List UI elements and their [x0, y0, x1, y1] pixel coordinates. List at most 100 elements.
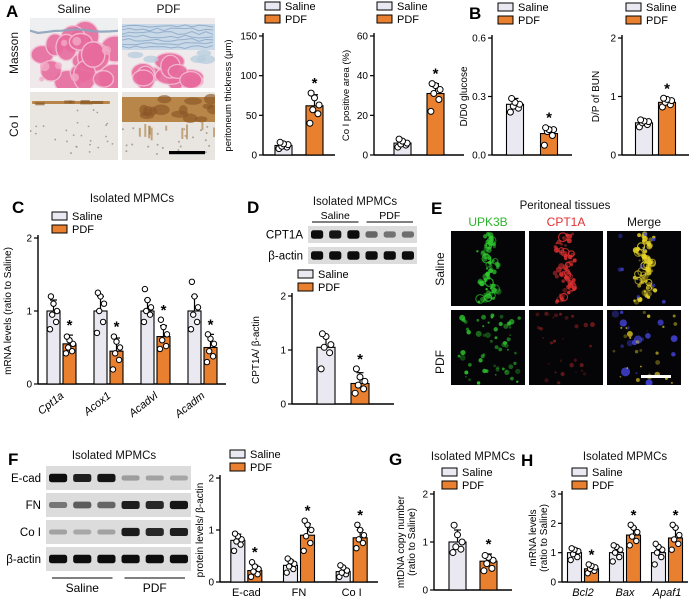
legend-label: PDF [318, 282, 340, 294]
data-point [318, 330, 326, 338]
y-tick-label: 2 [280, 292, 286, 303]
data-point [488, 564, 496, 572]
data-point [428, 80, 436, 88]
y-tick-label: 2 [422, 490, 428, 501]
y-tick-label: 1 [422, 538, 428, 549]
blot-band [121, 554, 140, 564]
data-point [250, 568, 257, 575]
legend-swatch-pdf [376, 14, 393, 24]
legend-label: Saline [592, 467, 623, 479]
x-category-label: Apaf1 [652, 587, 682, 599]
chart-svg: Isolated MPMCs 0 1 2 3 mRNA levels (ratio to S… [528, 451, 688, 599]
data-point [354, 521, 361, 529]
blot-band [401, 251, 414, 260]
data-point [190, 311, 197, 318]
data-point [140, 318, 148, 326]
panel-f-label: F [8, 450, 19, 469]
data-point [210, 340, 218, 348]
significance-asterisk: * [589, 546, 595, 563]
data-point [99, 318, 107, 326]
blot-d-svg: Saline PDF CPT1A β-actin [266, 210, 417, 264]
data-point [110, 333, 118, 340]
chart-co1-positive-area: 0 20 40 60 Co I positive area (%) Saline PDF * [340, 0, 472, 176]
data-point [96, 307, 103, 315]
chart-peritoneum-thickness: 0 50 100 150 peritoneum thickness (μm) Saline… [222, 0, 340, 176]
blot-band [169, 475, 188, 481]
data-point [669, 521, 676, 529]
blot-band [73, 529, 92, 535]
data-point [203, 358, 211, 366]
data-point [356, 373, 364, 381]
y-tick-label: 1 [550, 548, 556, 559]
blot-band [73, 473, 92, 483]
legend-swatch-pdf [229, 462, 246, 472]
legend-label: Saline [285, 1, 316, 13]
blot-band [169, 527, 188, 537]
blot-band [97, 473, 116, 483]
legend-label: Saline [250, 449, 281, 461]
data-point [147, 304, 155, 311]
fluor-saline-merge-image [607, 231, 681, 306]
data-point [435, 95, 443, 103]
y-tick-label: 0 [550, 578, 556, 589]
significance-asterisk: * [486, 536, 492, 553]
blot-row-label: FN [26, 500, 41, 512]
data-point [616, 553, 623, 561]
data-point [450, 521, 458, 529]
legend-swatch-pdf [441, 480, 458, 490]
legend-swatch-saline [51, 211, 68, 221]
data-point [159, 337, 166, 344]
panel-d-label: D [247, 198, 260, 217]
y-axis-label: peritoneum thickness (μm) [223, 39, 234, 151]
x-category-label: Acadm [172, 390, 207, 420]
data-point [651, 561, 658, 568]
panel-a-col-saline: Saline [57, 2, 91, 16]
panel-a-col-pdf: PDF [156, 2, 181, 16]
data-point [353, 545, 360, 552]
y-tick-label: 2 [26, 234, 32, 245]
blot-row-label: β-actin [268, 251, 303, 263]
blot-row-label: β-actin [6, 554, 41, 566]
data-point [307, 539, 314, 547]
legend-swatch-saline [376, 1, 393, 11]
blot-band [145, 475, 164, 481]
co1-saline-image-svg [30, 92, 118, 160]
blot-group-label: PDF [379, 210, 400, 222]
legend-label: PDF [518, 15, 540, 27]
data-point [112, 350, 119, 357]
panel-d-title: Isolated MPMCs [312, 196, 398, 208]
y-tick-label: 0.6 [472, 34, 486, 45]
panel-d-western-blot: Saline PDF CPT1A β-actin [262, 210, 420, 268]
data-point [452, 543, 460, 551]
significance-asterisk: * [357, 351, 363, 368]
chart-svg: 0 50 100 150 peritoneum thickness (μm) Saline… [223, 1, 335, 162]
y-axis-label: (ratio to Saline) [407, 508, 418, 576]
data-point [320, 343, 328, 351]
chart-emt-protein-levels: 0 1 2 protein levels/ β-actin Saline PDF * E-ca… [194, 448, 386, 604]
masson-pdf-image-svg [122, 18, 215, 88]
chart-cpt1a-protein: 0 1 2 CPT1A/ β-actin Saline PDF * [250, 268, 420, 418]
y-tick-label: 0 [610, 151, 616, 162]
data-point [314, 110, 322, 118]
data-point [337, 562, 344, 569]
x-category-label: Cpt1a [36, 390, 67, 418]
data-point [483, 560, 491, 568]
legend-label: Saline [397, 1, 428, 13]
blot-band [49, 554, 68, 564]
panel-a-row-co1: Co I [7, 115, 21, 138]
blot-group-label: Saline [321, 210, 350, 222]
bar-saline [316, 346, 336, 405]
data-point [276, 138, 284, 146]
scale-bar [641, 375, 671, 378]
y-tick-label: 1 [280, 346, 286, 357]
legend-label: Saline [318, 269, 349, 281]
blot-band [145, 528, 164, 536]
panel-e-row-saline: Saline [433, 252, 447, 286]
chart-title: Isolated MPMCs [583, 451, 668, 463]
data-point [204, 331, 212, 338]
fluor-pdf-cpt1a-image-svg [529, 310, 603, 385]
fluor-pdf-cpt1a-image [529, 310, 603, 385]
data-point [64, 344, 72, 351]
